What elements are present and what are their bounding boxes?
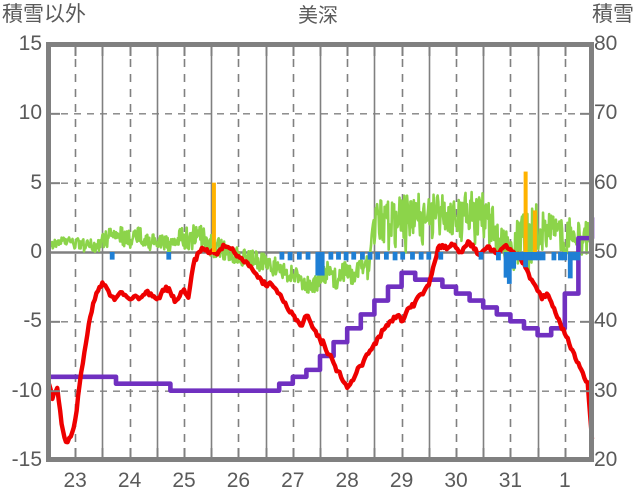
right-axis-title: 積雪: [592, 3, 634, 26]
precipitation-bar: [375, 252, 381, 260]
sunshine-bar: [211, 182, 216, 252]
left-axis-tick-0: 15: [18, 32, 42, 55]
right-axis-tick-5: 30: [594, 378, 618, 402]
sunshine-bar: [532, 210, 537, 252]
precipitation-bar: [305, 252, 311, 260]
right-axis-tick-0: 80: [594, 32, 618, 55]
x-axis-tick-1: 24: [117, 469, 142, 492]
precipitation-bar: [571, 252, 576, 261]
precipitation-bar: [514, 252, 520, 261]
precipitation-bar: [527, 252, 533, 261]
left-axis-tick-6: -15: [11, 448, 42, 471]
precipitation-bar: [392, 252, 398, 261]
precipitation-bar: [296, 252, 302, 260]
precipitation-bar: [562, 252, 568, 261]
right-axis-tick-1: 70: [594, 101, 618, 125]
precipitation-bar: [315, 252, 321, 276]
x-axis-tick-3: 26: [226, 469, 251, 492]
chart-title: 美深: [298, 5, 338, 27]
x-axis-tick-4: 27: [281, 469, 305, 492]
x-axis-tick-5: 28: [335, 469, 359, 492]
precipitation-bar: [478, 252, 484, 260]
x-axis-tick-6: 29: [389, 469, 414, 492]
sunshine-bar: [523, 171, 528, 252]
right-axis-tick-3: 50: [594, 240, 618, 263]
left-axis-tick-1: 10: [18, 101, 42, 125]
precipitation-bar: [367, 252, 373, 260]
precipitation-bar: [383, 252, 389, 260]
right-axis-tick-6: 20: [594, 448, 618, 471]
precipitation-bar: [518, 252, 524, 261]
precipitation-bar: [531, 252, 537, 261]
x-axis-tick-0: 23: [63, 469, 87, 492]
precipitation-bar: [328, 252, 334, 260]
precipitation-bar: [410, 252, 415, 260]
precipitation-bar: [109, 252, 115, 260]
left-axis-title: 積雪以外: [2, 3, 86, 26]
precipitation-bar: [287, 252, 293, 261]
precipitation-bar: [418, 252, 424, 260]
precipitation-bar: [360, 252, 365, 260]
precipitation-bar: [511, 252, 517, 269]
precipitation-bar: [496, 252, 501, 261]
precipitation-bar: [551, 252, 557, 261]
precipitation-bar: [319, 252, 325, 276]
precipitation-bar: [343, 252, 349, 261]
left-axis-tick-4: -5: [23, 309, 42, 333]
precipitation-bar: [567, 252, 573, 279]
temperature-series: [45, 239, 595, 445]
x-axis-tick-9: 1: [558, 469, 571, 492]
x-axis-tick-8: 31: [498, 469, 523, 492]
precipitation-bar: [558, 252, 563, 261]
precipitation-bar: [575, 252, 581, 261]
right-axis-tick-4: 40: [594, 309, 618, 333]
precipitation-bar: [540, 252, 546, 261]
left-axis-tick-2: 5: [30, 170, 42, 194]
left-axis-tick-5: -10: [11, 378, 42, 402]
right-axis-tick-2: 60: [594, 170, 618, 194]
snow-depth-series: [48, 217, 595, 393]
precipitation-bar: [438, 252, 444, 260]
x-axis-tick-2: 25: [172, 469, 196, 492]
precipitation-bar: [351, 252, 357, 260]
left-axis-tick-3: 0: [30, 240, 42, 263]
plot-frame: [46, 42, 594, 462]
x-axis-tick-7: 30: [444, 469, 468, 492]
wind-series: [46, 190, 594, 294]
precipitation-bar: [506, 252, 512, 284]
precipitation-bar: [426, 252, 432, 260]
precipitation-bar: [279, 252, 285, 260]
precipitation-bar: [503, 252, 509, 278]
precipitation-bar: [400, 252, 406, 260]
precipitation-bar: [523, 252, 529, 268]
precipitation-bar: [336, 252, 341, 260]
precipitation-bar: [536, 252, 542, 261]
precipitation-bar: [166, 252, 172, 260]
